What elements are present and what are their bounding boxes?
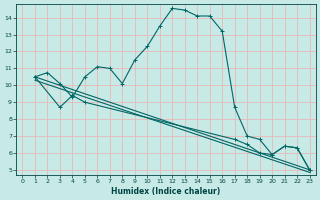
X-axis label: Humidex (Indice chaleur): Humidex (Indice chaleur): [111, 187, 221, 196]
